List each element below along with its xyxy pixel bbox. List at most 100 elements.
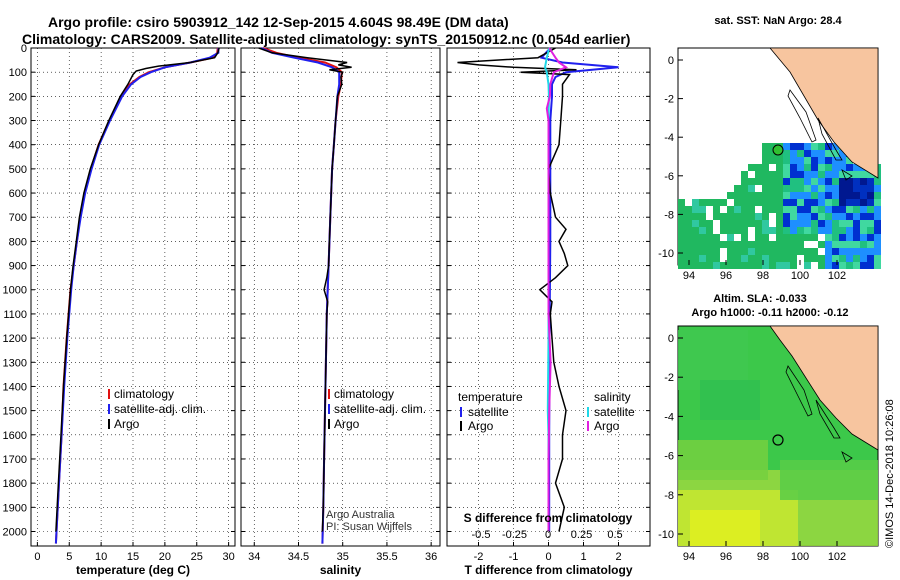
sst-cell xyxy=(874,241,881,248)
sst-cell xyxy=(748,192,755,199)
sst-cell xyxy=(832,178,839,185)
sst-cell xyxy=(860,234,867,241)
x-tick-label: 35.5 xyxy=(376,551,397,563)
legend-label: climatology xyxy=(334,387,394,401)
sst-cell xyxy=(755,241,762,248)
x-tick-label: -1 xyxy=(509,551,519,563)
sst-cell xyxy=(804,220,811,227)
sst-cell xyxy=(804,255,811,262)
sst-cell xyxy=(860,248,867,255)
sst-cell xyxy=(832,199,839,206)
sst-cell xyxy=(769,248,776,255)
sst-cell xyxy=(727,213,734,220)
sst-cell xyxy=(741,234,748,241)
sst-cell xyxy=(818,199,825,206)
x-tick-label: 15 xyxy=(127,551,139,563)
sla-map: Altim. SLA: -0.033 Argo h1000: -0.11 h20… xyxy=(658,293,879,563)
y-tick-label: 900 xyxy=(9,261,27,273)
sst-cell xyxy=(685,220,692,227)
sst-cell xyxy=(699,234,706,241)
secondary-axis-label: S difference from climatology xyxy=(464,511,633,525)
sst-cell xyxy=(811,227,818,234)
difference-panel: -2 -1 0 1 2T difference from climatology S di… xyxy=(446,47,651,577)
sst-cell xyxy=(741,213,748,220)
legend-label: climatology xyxy=(114,387,174,401)
sst-cell xyxy=(790,157,797,164)
sst-cell xyxy=(797,255,804,262)
sst-cell xyxy=(776,220,783,227)
sst-cell xyxy=(769,157,776,164)
sst-cell xyxy=(769,178,776,185)
map-x-tick-label: 96 xyxy=(720,551,732,563)
sst-cell xyxy=(713,220,720,227)
sst-cell xyxy=(706,220,713,227)
sst-cell xyxy=(853,171,860,178)
sst-cell xyxy=(706,248,713,255)
sst-cell xyxy=(860,199,867,206)
sst-cell xyxy=(832,255,839,262)
sst-cell xyxy=(846,199,853,206)
sst-cell xyxy=(867,255,874,262)
sst-cell xyxy=(818,227,825,234)
map-x-tick-label: 98 xyxy=(757,551,769,563)
sst-cell xyxy=(734,206,741,213)
legend-label: satellite xyxy=(468,405,509,419)
sst-cell xyxy=(797,248,804,255)
sst-cell xyxy=(769,241,776,248)
sst-cell xyxy=(846,248,853,255)
map-x-tick-label: 102 xyxy=(828,270,846,282)
sst-cell xyxy=(811,248,818,255)
sst-cell xyxy=(741,199,748,206)
y-tick-label: 200 xyxy=(9,91,27,103)
credit-annotation: Argo Australia xyxy=(326,509,395,521)
sst-cell xyxy=(853,248,860,255)
sst-cell xyxy=(804,213,811,220)
sst-cell xyxy=(783,150,790,157)
sst-cell xyxy=(741,185,748,192)
sst-cell xyxy=(727,227,734,234)
sst-cell xyxy=(762,248,769,255)
secondary-x-tick-label: 0.5 xyxy=(607,529,622,541)
sst-cell xyxy=(699,241,706,248)
sst-cell xyxy=(699,262,706,269)
sst-cell xyxy=(692,199,699,206)
sst-cell xyxy=(818,213,825,220)
sst-cell xyxy=(846,262,853,269)
sst-cell xyxy=(804,178,811,185)
y-tick-label: 0 xyxy=(21,43,27,55)
legend-label: Argo xyxy=(468,419,494,433)
sst-cell xyxy=(867,234,874,241)
sst-cell xyxy=(720,227,727,234)
sst-cell xyxy=(783,241,790,248)
sst-cell xyxy=(818,255,825,262)
series-line-argo xyxy=(258,47,352,532)
argo-float-marker xyxy=(772,144,784,156)
sst-cell xyxy=(818,206,825,213)
sst-cell xyxy=(867,248,874,255)
sst-cell xyxy=(797,206,804,213)
sst-cell xyxy=(853,213,860,220)
sst-cell xyxy=(860,262,867,269)
sst-cell xyxy=(825,248,832,255)
sst-cell xyxy=(685,255,692,262)
x-tick-label: 35 xyxy=(337,551,349,563)
sst-cell xyxy=(790,192,797,199)
sst-cell xyxy=(734,213,741,220)
sst-cell xyxy=(839,171,846,178)
sst-map-title: sat. SST: NaN Argo: 28.4 xyxy=(714,15,842,27)
sla-region xyxy=(678,440,768,480)
sst-cell xyxy=(797,171,804,178)
sst-cell xyxy=(790,143,797,150)
sst-cell xyxy=(699,213,706,220)
plot-frame xyxy=(240,47,441,547)
sst-cell xyxy=(783,206,790,213)
sst-cell xyxy=(860,241,867,248)
x-axis-label: T difference from climatology xyxy=(464,563,632,577)
sst-cell xyxy=(797,220,804,227)
sst-cell xyxy=(790,185,797,192)
sst-cell xyxy=(811,164,818,171)
sst-cell xyxy=(699,206,706,213)
legend-label: satellite xyxy=(594,405,635,419)
sst-cell xyxy=(776,206,783,213)
sst-cell xyxy=(776,192,783,199)
